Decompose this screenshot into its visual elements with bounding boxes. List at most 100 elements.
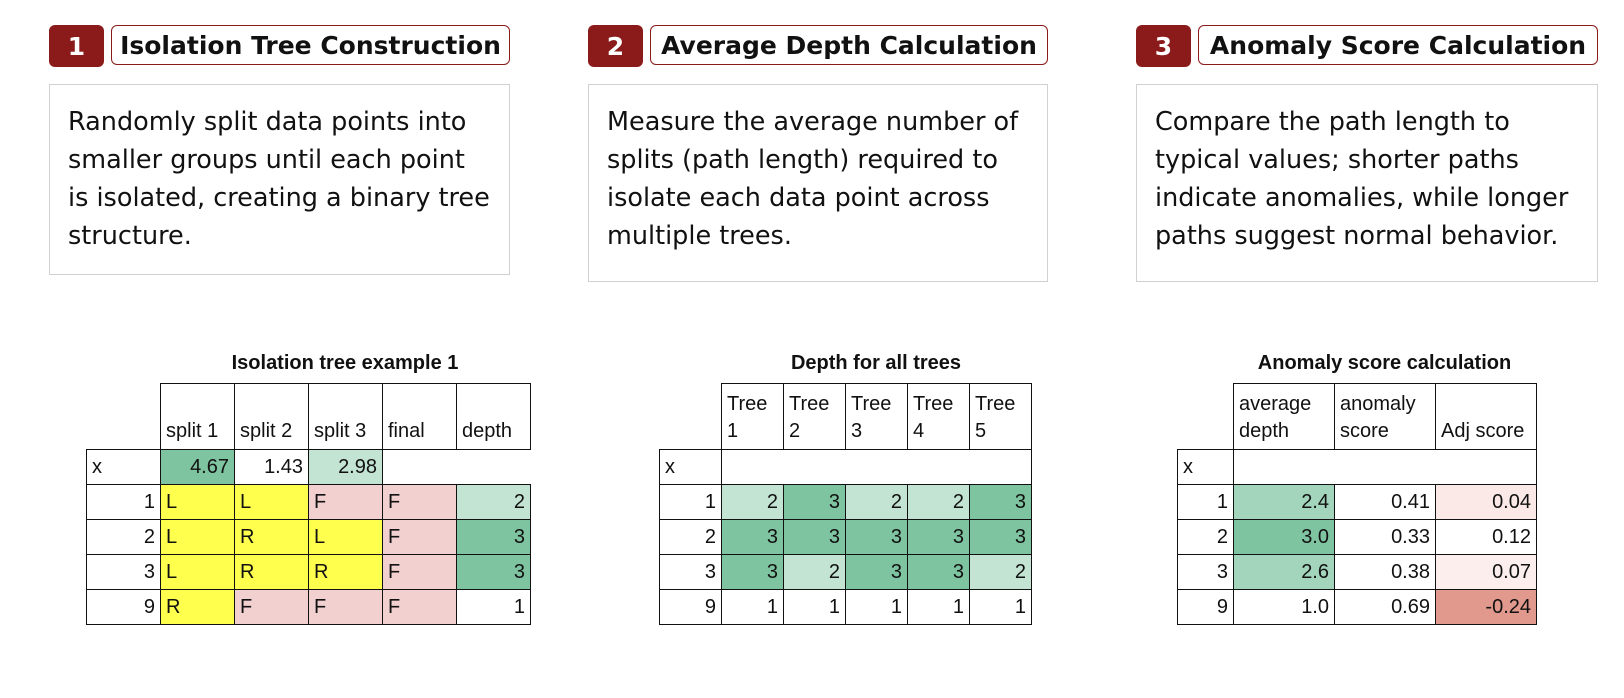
row-label: 3 <box>659 554 722 590</box>
table-title: Isolation tree example 1 <box>231 352 459 374</box>
data-row: 2 3.0 0.33 0.12 <box>1177 519 1537 555</box>
row-label: 1 <box>86 484 161 520</box>
table-cell: L <box>160 484 235 520</box>
column-header: Adj score <box>1435 383 1537 450</box>
table-cell: F <box>382 519 457 555</box>
header-row: split 1 split 2 split 3 final depth <box>87 383 531 450</box>
table-cell: 3 <box>783 484 846 520</box>
corner-cell <box>87 384 161 450</box>
table-cell: 3 <box>969 484 1032 520</box>
table-cell: L <box>160 519 235 555</box>
table-cell: 2 <box>907 484 970 520</box>
table-cell: F <box>234 589 309 625</box>
table-cell: 2 <box>783 554 846 590</box>
table-cell: 2 <box>969 554 1032 590</box>
column-header: final <box>382 383 457 450</box>
row-label: 9 <box>659 589 722 625</box>
column-header: Tree 2 <box>783 383 846 450</box>
column-header: depth <box>456 383 531 450</box>
data-row: 1 2.4 0.41 0.04 <box>1177 484 1537 520</box>
table-cell: 0.38 <box>1334 554 1436 590</box>
table-cell: 3 <box>845 519 908 555</box>
table-cell: 3 <box>845 554 908 590</box>
table-cell: 1.0 <box>1233 589 1335 625</box>
column-header: Tree 5 <box>969 383 1032 450</box>
empty-cell <box>383 450 457 485</box>
table-cell: 1 <box>783 589 846 625</box>
table-cell: F <box>308 484 383 520</box>
row-label: x <box>1177 449 1234 485</box>
row-label: 3 <box>1177 554 1234 590</box>
column-header: Tree 3 <box>845 383 908 450</box>
table-cell: F <box>382 589 457 625</box>
step-description: Randomly split data points into smaller … <box>49 84 510 275</box>
table-cell: 0.04 <box>1435 484 1537 520</box>
table-cell: 1 <box>907 589 970 625</box>
x-row: x <box>1177 449 1537 485</box>
table-cell: 0.07 <box>1435 554 1537 590</box>
table-cell: R <box>234 519 309 555</box>
step-number: 1 <box>49 25 104 67</box>
table-cell: 2.4 <box>1233 484 1335 520</box>
row-label: 2 <box>86 519 161 555</box>
x-value-span <box>721 449 1032 485</box>
row-label: 3 <box>86 554 161 590</box>
table-cell: 3 <box>783 519 846 555</box>
column-header: split 2 <box>234 383 309 450</box>
table-cell: 2.6 <box>1233 554 1335 590</box>
table-cell: 3 <box>721 519 784 555</box>
step-description: Compare the path length to typical value… <box>1136 84 1598 282</box>
row-label: x <box>659 449 722 485</box>
data-row: 9 1.0 0.69 -0.24 <box>1177 589 1537 625</box>
table-cell: F <box>308 589 383 625</box>
table-cell: 1 <box>721 589 784 625</box>
x-value: 1.43 <box>234 449 309 485</box>
row-label: 9 <box>86 589 161 625</box>
table-cell: -0.24 <box>1435 589 1537 625</box>
table-cell: 2 <box>456 484 531 520</box>
data-row: 3 2.6 0.38 0.07 <box>1177 554 1537 590</box>
step-title: Anomaly Score Calculation <box>1198 25 1598 65</box>
column-header: split 3 <box>308 383 383 450</box>
table-title: Anomaly score calculation <box>1257 352 1512 374</box>
column-header: Tree 4 <box>907 383 970 450</box>
table-cell: 0.69 <box>1334 589 1436 625</box>
x-value-span <box>1233 449 1537 485</box>
column-header: average depth <box>1233 383 1335 450</box>
table-cell: 3 <box>721 554 784 590</box>
table-cell: 2 <box>721 484 784 520</box>
row-label: 2 <box>1177 519 1234 555</box>
table-title: Depth for all trees <box>790 352 962 374</box>
data-table: split 1 split 2 split 3 final depth x 4.67 1.43… <box>86 383 531 625</box>
table-cell: 0.12 <box>1435 519 1537 555</box>
column-header: Tree 1 <box>721 383 784 450</box>
empty-cell <box>457 450 531 485</box>
step-title: Isolation Tree Construction <box>111 25 510 65</box>
corner-cell <box>660 384 722 450</box>
table-cell: 2 <box>845 484 908 520</box>
step-number: 2 <box>588 25 643 67</box>
table-cell: R <box>160 589 235 625</box>
row-label: x <box>86 449 161 485</box>
row-label: 2 <box>659 519 722 555</box>
table-cell: 0.41 <box>1334 484 1436 520</box>
step-title: Average Depth Calculation <box>650 25 1048 65</box>
header-row: Tree 1 Tree 2 Tree 3 Tree 4 Tree 5 <box>660 383 1032 450</box>
x-row: x <box>659 449 1032 485</box>
x-value: 2.98 <box>308 449 383 485</box>
step-number: 3 <box>1136 25 1191 67</box>
table-cell: 3 <box>456 554 531 590</box>
table-cell: 3 <box>907 554 970 590</box>
x-row: x 4.67 1.43 2.98 <box>86 449 531 485</box>
table-cell: 1 <box>969 589 1032 625</box>
row-label: 1 <box>659 484 722 520</box>
